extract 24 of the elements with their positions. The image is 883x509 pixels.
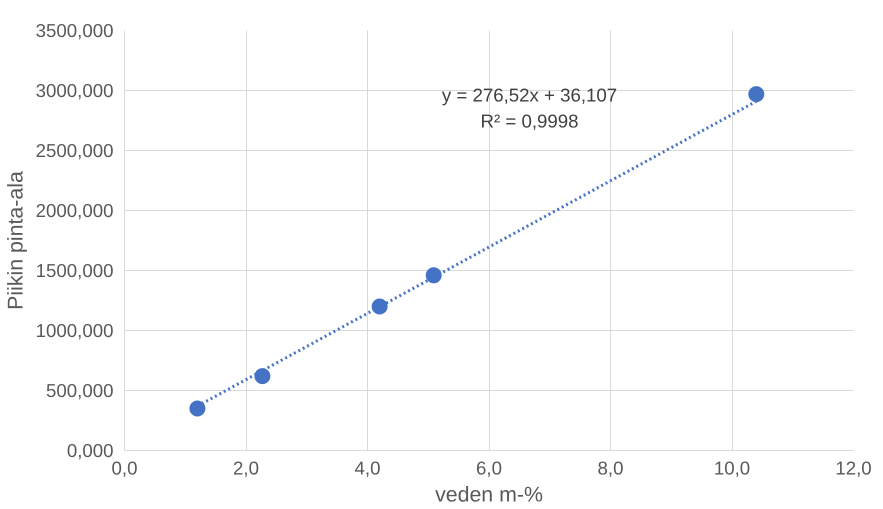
point (254, 368, 270, 384)
y-axis-title: Piikin pinta-ala (4, 171, 28, 310)
annotation: R² = 0,9998 (480, 110, 579, 132)
x-tick-label: 6,0 (476, 458, 502, 478)
y-tick-label: 0,000 (66, 440, 114, 461)
point (426, 267, 442, 284)
y-tick-label: 1000,000 (36, 320, 114, 341)
x-tick-label: 10,0 (714, 458, 750, 478)
x-tick-label: 12,0 (835, 458, 872, 478)
y-tick-label: 3500,000 (36, 20, 114, 41)
y-tick-label: 2500,000 (36, 140, 114, 161)
point (372, 298, 388, 314)
x-tick-label: 2,0 (233, 458, 259, 478)
y-tick-label: 500,000 (46, 380, 114, 401)
x-tick-label: 0,0 (112, 458, 138, 478)
x-axis-title: veden m-% (435, 482, 543, 506)
annotation: y = 276,52x + 36,107 (442, 84, 618, 106)
x-tick-label: 4,0 (354, 458, 380, 478)
point (189, 400, 206, 416)
y-tick-label: 2000,000 (36, 200, 114, 221)
point (748, 86, 764, 102)
x-tick-label: 8,0 (598, 458, 624, 478)
y-tick-label: 1500,000 (36, 260, 114, 281)
y-tick-label: 3000,000 (36, 80, 114, 101)
